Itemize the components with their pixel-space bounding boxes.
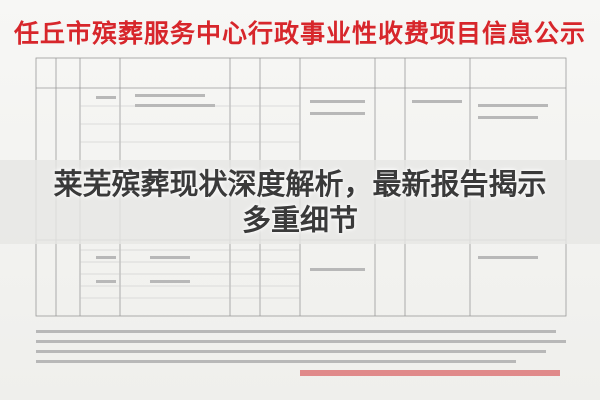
notice-title: 任丘市殡葬服务中心行政事业性收费项目信息公示 bbox=[13, 19, 586, 48]
overlay-headline: 莱芜殡葬现状深度解析，最新报告揭示多重细节 bbox=[53, 167, 547, 237]
overlay-band bbox=[0, 160, 600, 244]
